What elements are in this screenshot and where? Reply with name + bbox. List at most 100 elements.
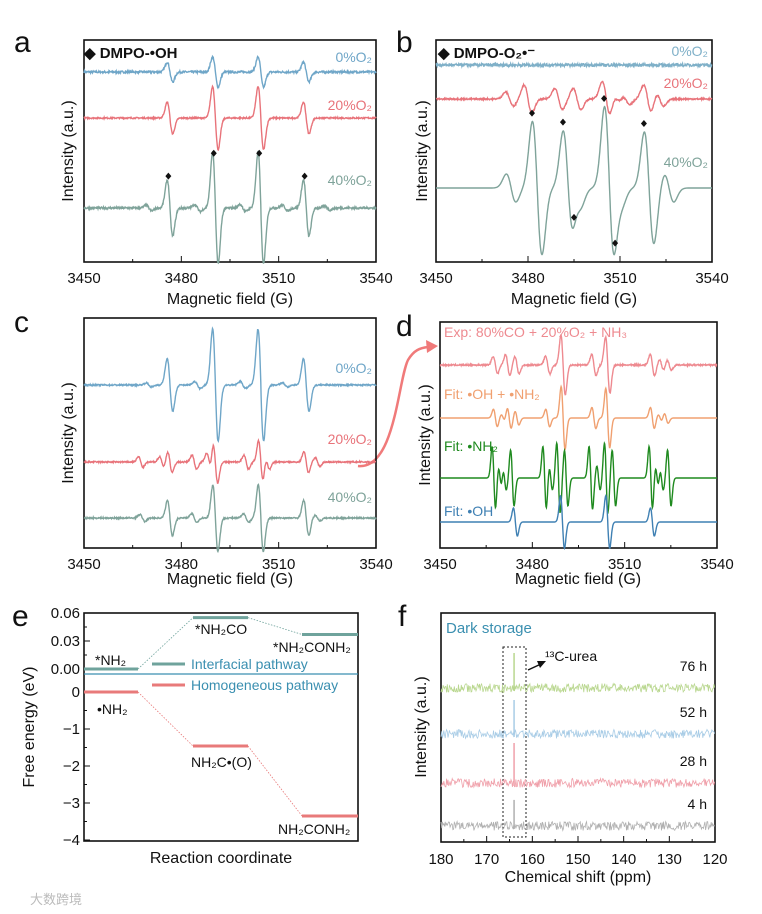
diamond-marker-icon — [559, 118, 566, 126]
epr-curve-d-1 — [440, 384, 717, 451]
diamond-marker-icon — [571, 213, 577, 221]
x-tick-label: 170 — [474, 851, 499, 868]
epr-curve-c-1 — [83, 438, 376, 484]
panel-b-ylabel: Intensity (a.u.) — [414, 100, 431, 201]
y-tick-label: 0.06 — [51, 605, 80, 622]
y-tick-label: 0.00 — [51, 661, 80, 678]
panel-a-xlabel: Magnetic field (G) — [167, 291, 293, 308]
panel-f-ylabel: Intensity (a.u.) — [413, 676, 430, 777]
connector-arrowhead-icon — [426, 340, 438, 353]
y-tick-label: 0.03 — [51, 633, 80, 650]
panel-label-e: e — [12, 600, 29, 633]
epr-curve-a-0 — [83, 54, 377, 90]
series-label: 40%O₂ — [328, 172, 372, 188]
x-tick-label: 3480 — [165, 270, 198, 287]
x-tick-label: 3540 — [700, 556, 733, 573]
x-tick-label: 3450 — [423, 556, 456, 573]
energy-level-label: *NH₂ — [95, 652, 126, 668]
urea-arrowhead-icon — [537, 661, 546, 668]
series-label: 40%O₂ — [328, 489, 372, 505]
panel-label-a: a — [14, 26, 31, 59]
x-tick-label: 3540 — [359, 270, 392, 287]
urea-annotation: ¹³C-urea — [545, 648, 597, 664]
x-tick-label: 130 — [657, 851, 682, 868]
energy-connector — [247, 745, 303, 817]
x-tick-label: 3510 — [262, 270, 295, 287]
series-label: 0%O₂ — [671, 43, 708, 59]
x-tick-label: 3450 — [67, 556, 100, 573]
energy-level-label: NH₂C•(O) — [191, 754, 252, 770]
panel-c-xlabel: Magnetic field (G) — [167, 571, 293, 588]
diamond-marker-icon — [165, 172, 172, 180]
energy-connector — [247, 617, 303, 635]
y-tick-label: −2 — [63, 758, 80, 775]
epr-curve-b-1 — [435, 80, 713, 115]
diamond-marker-icon — [640, 119, 647, 127]
epr-curve-a-2 — [83, 150, 377, 265]
x-tick-label: 180 — [428, 851, 453, 868]
time-label: 52 h — [680, 704, 707, 720]
epr-curve-a-1 — [83, 84, 377, 152]
panel-b-title: ◆ DMPO-O₂•⁻ — [437, 45, 535, 62]
x-tick-label: 140 — [611, 851, 636, 868]
x-tick-label: 3510 — [603, 270, 636, 287]
x-tick-label: 3510 — [262, 556, 295, 573]
epr-curve-d-0 — [439, 334, 718, 396]
series-label: Fit: •NH₂ — [444, 438, 498, 454]
panel-f-title: Dark storage — [446, 620, 532, 637]
energy-level-label: *NH₂CO — [195, 621, 247, 637]
time-label: 4 h — [688, 796, 707, 812]
series-label: 0%O₂ — [335, 49, 372, 65]
panel-e-frame — [83, 612, 359, 842]
epr-curve-d-2 — [440, 440, 717, 515]
energy-connector — [137, 617, 194, 670]
y-tick-label: −1 — [63, 721, 80, 738]
panel-d-xlabel: Magnetic field (G) — [515, 571, 641, 588]
panel-label-d: d — [396, 310, 413, 343]
series-label: Fit: •OH + •NH₂ — [444, 386, 540, 402]
y-tick-label: 0 — [72, 684, 80, 701]
series-label: Exp: 80%CO + 20%O₂ + NH₃ — [444, 324, 627, 340]
x-tick-label: 120 — [702, 851, 727, 868]
time-label: 28 h — [680, 753, 707, 769]
panel-a-title: ◆ DMPO-•OH — [83, 45, 177, 62]
x-tick-label: 3510 — [608, 556, 641, 573]
series-label: 0%O₂ — [335, 360, 372, 376]
energy-connector — [137, 691, 194, 747]
epr-curve-b-0 — [435, 61, 713, 69]
panel-e-ylabel: Free energy (eV) — [21, 667, 38, 788]
time-label: 76 h — [680, 658, 707, 674]
x-tick-label: 3450 — [419, 270, 452, 287]
x-tick-label: 3540 — [359, 556, 392, 573]
panel-label-b: b — [396, 26, 413, 59]
nmr-spectrum-0 — [440, 682, 716, 694]
energy-level-label: NH₂CONH₂ — [278, 821, 350, 837]
panel-a-ylabel: Intensity (a.u.) — [60, 100, 77, 201]
epr-curve-d-3 — [440, 493, 717, 551]
epr-curve-c-0 — [83, 326, 377, 443]
panel-b-frame — [435, 39, 713, 263]
energy-level-label: •NH₂ — [97, 701, 128, 717]
energy-level-label: *NH₂CONH₂ — [273, 639, 351, 655]
diamond-marker-icon — [210, 149, 217, 157]
diamond-marker-icon — [612, 239, 619, 247]
x-tick-label: 3540 — [695, 270, 728, 287]
diamond-marker-icon — [301, 172, 308, 180]
panel-b-xlabel: Magnetic field (G) — [511, 291, 637, 308]
watermark: 大数跨境 — [30, 892, 82, 907]
series-label: 20%O₂ — [328, 431, 372, 447]
connector-arrow — [357, 345, 429, 468]
y-tick-label: −3 — [63, 795, 80, 812]
diamond-marker-icon — [601, 94, 608, 102]
nmr-spectrum-1 — [440, 728, 716, 740]
legend-label: Interfacial pathway — [191, 656, 308, 672]
panel-e-xlabel: Reaction coordinate — [150, 850, 292, 867]
legend-label: Homogeneous pathway — [191, 677, 338, 693]
panel-d-ylabel: Intensity (a.u.) — [417, 384, 434, 485]
x-tick-label: 160 — [520, 851, 545, 868]
urea-highlight-box — [502, 646, 527, 838]
panel-label-f: f — [398, 600, 407, 633]
diamond-marker-icon — [528, 109, 535, 117]
panel-c-ylabel: Intensity (a.u.) — [60, 382, 77, 483]
